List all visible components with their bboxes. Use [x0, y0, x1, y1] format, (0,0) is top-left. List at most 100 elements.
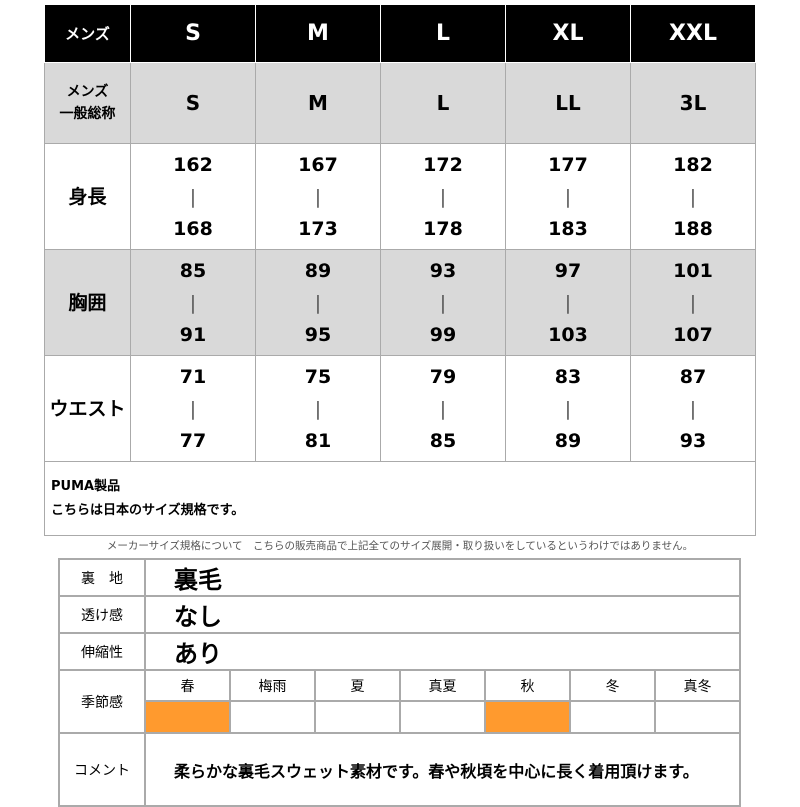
chest-label: 胸囲 [44, 249, 131, 356]
range-max: 95 [304, 323, 332, 346]
range-min: 167 [298, 153, 338, 176]
range-max: 107 [673, 323, 713, 346]
waist-label: ウエスト [44, 355, 131, 462]
size-chart-table: メンズ S M L XL XXL メンズ 一般総称 S M L LL 3L 身長 162 | 168 167 | 17… [44, 4, 756, 536]
general-name-value: L [380, 62, 506, 144]
range-max: 178 [423, 217, 463, 240]
season-row: 季節感 春梅雨夏真夏秋冬真冬 [58, 669, 741, 734]
height-range: 172 | 178 [380, 143, 506, 250]
range-max: 85 [429, 429, 457, 452]
height-range: 177 | 183 [505, 143, 631, 250]
chest-range: 93 | 99 [380, 249, 506, 356]
size-header-xxl: XXL [630, 4, 756, 63]
comment-row: コメント 柔らかな裏毛スウェット素材です。春や秋頃を中心に長く着用頂けます。 [58, 732, 741, 807]
range-min: 182 [673, 153, 713, 176]
size-header-s: S [130, 4, 256, 63]
comment-value: 柔らかな裏毛スウェット素材です。春や秋頃を中心に長く着用頂けます。 [144, 732, 741, 807]
size-header-row: メンズ S M L XL XXL [44, 4, 756, 63]
season-name: 秋 [484, 669, 571, 702]
season-indicator [569, 700, 656, 734]
range-max: 183 [548, 217, 588, 240]
season-indicator [144, 700, 231, 734]
chest-range: 89 | 95 [255, 249, 381, 356]
range-separator: | [189, 185, 197, 208]
range-min: 75 [304, 365, 332, 388]
lining-label: 裏 地 [58, 558, 146, 597]
range-separator: | [439, 397, 447, 420]
sheer-row: 透け感 なし [58, 595, 741, 634]
range-min: 162 [173, 153, 213, 176]
note-brand: PUMA製品 [51, 478, 121, 494]
range-min: 79 [429, 365, 457, 388]
waist-range: 83 | 89 [505, 355, 631, 462]
range-max: 77 [179, 429, 207, 452]
sheer-value: なし [144, 595, 741, 634]
note-standard: こちらは日本のサイズ規格です。 [51, 502, 245, 518]
range-max: 103 [548, 323, 588, 346]
season-name: 真冬 [654, 669, 741, 702]
stretch-value: あり [144, 632, 741, 671]
lining-value: 裏毛 [144, 558, 741, 597]
season-indicator [484, 700, 571, 734]
range-separator: | [189, 397, 197, 420]
range-separator: | [689, 291, 697, 314]
brand-note: PUMA製品こちらは日本のサイズ規格です。 [44, 461, 756, 536]
season-name: 真夏 [399, 669, 486, 702]
range-separator: | [689, 185, 697, 208]
waist-range: 75 | 81 [255, 355, 381, 462]
range-separator: | [689, 397, 697, 420]
chest-range: 101 | 107 [630, 249, 756, 356]
range-max: 91 [179, 323, 207, 346]
range-max: 99 [429, 323, 457, 346]
height-range: 182 | 188 [630, 143, 756, 250]
season-marks-row [59, 700, 741, 734]
range-min: 177 [548, 153, 588, 176]
range-max: 188 [673, 217, 713, 240]
range-max: 93 [679, 429, 707, 452]
height-range: 162 | 168 [130, 143, 256, 250]
range-min: 87 [679, 365, 707, 388]
chest-range: 97 | 103 [505, 249, 631, 356]
range-min: 83 [554, 365, 582, 388]
lining-row: 裏 地 裏毛 [58, 558, 741, 597]
range-separator: | [564, 397, 572, 420]
range-min: 101 [673, 259, 713, 282]
stretch-label: 伸縮性 [58, 632, 146, 671]
range-separator: | [439, 291, 447, 314]
fabric-spec-table: 裏 地 裏毛 透け感 なし 伸縮性 あり 季節感 春梅雨夏真夏秋冬真冬 コメント… [58, 558, 741, 807]
range-separator: | [314, 397, 322, 420]
season-indicator [229, 700, 316, 734]
season-name: 梅雨 [229, 669, 316, 702]
range-min: 89 [304, 259, 332, 282]
general-name-row: メンズ 一般総称 S M L LL 3L [44, 62, 756, 144]
range-separator: | [314, 291, 322, 314]
general-name-label: メンズ 一般総称 [44, 62, 131, 144]
season-label: 季節感 [58, 669, 146, 734]
waist-range: 87 | 93 [630, 355, 756, 462]
general-name-value: 3L [630, 62, 756, 144]
range-min: 71 [179, 365, 207, 388]
range-separator: | [564, 185, 572, 208]
comment-label: コメント [58, 732, 146, 807]
height-label: 身長 [44, 143, 131, 250]
chest-range: 85 | 91 [130, 249, 256, 356]
range-separator: | [189, 291, 197, 314]
waist-row: ウエスト 71 | 77 75 | 81 79 | 85 83 | 89 87 | 93 [44, 355, 756, 462]
season-name: 冬 [569, 669, 656, 702]
height-row: 身長 162 | 168 167 | 173 172 | 178 177 | 183 182 | 188 [44, 143, 756, 250]
range-max: 168 [173, 217, 213, 240]
sheer-label: 透け感 [58, 595, 146, 634]
season-name: 夏 [314, 669, 401, 702]
season-name: 春 [144, 669, 231, 702]
range-max: 173 [298, 217, 338, 240]
range-max: 81 [304, 429, 332, 452]
size-disclaimer: メーカーサイズ規格について こちらの販売商品で上記全てのサイズ展開・取り扱いをし… [106, 540, 694, 552]
range-min: 172 [423, 153, 463, 176]
range-min: 85 [179, 259, 207, 282]
chest-row: 胸囲 85 | 91 89 | 95 93 | 99 97 | 103 101 | 107 [44, 249, 756, 356]
size-header-l: L [380, 4, 506, 63]
note-row: PUMA製品こちらは日本のサイズ規格です。 [44, 461, 756, 536]
range-min: 97 [554, 259, 582, 282]
general-name-value: LL [505, 62, 631, 144]
general-name-value: S [130, 62, 256, 144]
